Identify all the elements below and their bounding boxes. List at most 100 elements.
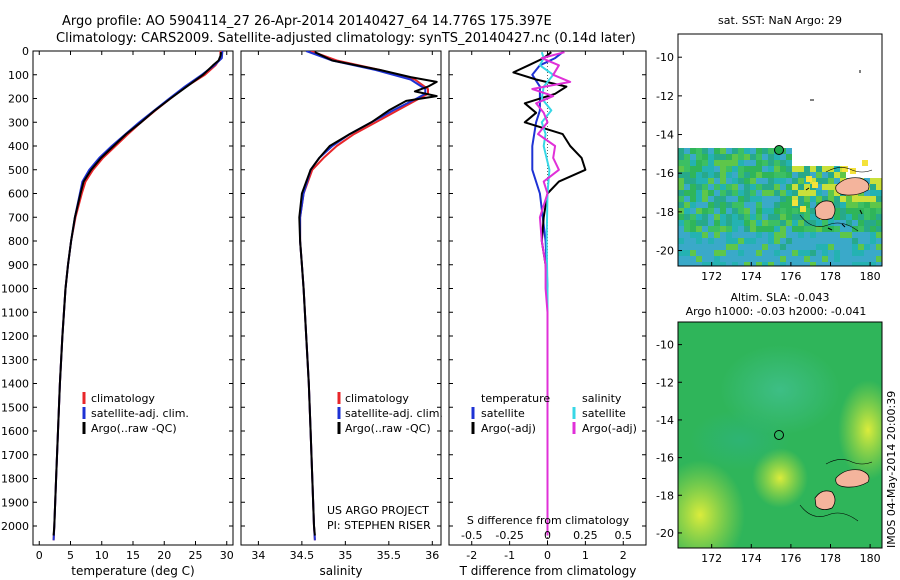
sst-cell [786, 172, 792, 178]
sst-cell [678, 184, 684, 190]
sst-cell [744, 166, 750, 172]
sst-cell [678, 160, 684, 166]
sst-cell-warm [800, 206, 806, 212]
sst-cell [738, 184, 744, 190]
sst-cell [726, 232, 732, 238]
sst-cell [870, 214, 876, 220]
sst-cell [720, 244, 726, 250]
depth-tick-label: 1100 [1, 306, 29, 319]
x-tick-label: -2 [466, 549, 477, 562]
sst-cell [798, 190, 804, 196]
sst-cell [726, 220, 732, 226]
sst-cell [708, 196, 714, 202]
sst-cell [804, 238, 810, 244]
sst-cell [780, 202, 786, 208]
sst-cell [876, 220, 882, 226]
sst-cell [678, 154, 684, 160]
sst-cell [714, 154, 720, 160]
sst-cell [792, 244, 798, 250]
sst-cell [732, 160, 738, 166]
sst-cell [810, 214, 816, 220]
sst-cell [702, 184, 708, 190]
sst-cell [762, 214, 768, 220]
sst-cell [714, 220, 720, 226]
sst-cell [822, 190, 828, 196]
sst-cell [678, 190, 684, 196]
sst-cell [864, 178, 870, 184]
project-annotation: US ARGO PROJECT [327, 504, 429, 517]
sst-cell [762, 154, 768, 160]
s-diff-tick-label: 0.25 [573, 529, 598, 542]
sst-cell [870, 262, 876, 266]
sst-cell [780, 214, 786, 220]
sst-cell [816, 250, 822, 256]
sst-cell [738, 148, 744, 154]
sst-cell [684, 220, 690, 226]
sst-cell [840, 220, 846, 226]
sst-cell [714, 262, 720, 266]
sst-cell [834, 250, 840, 256]
sst-cell [816, 232, 822, 238]
legend-label-t-satellite: satellite [481, 407, 525, 420]
salinity-legend: climatology satellite-adj. clim. Argo(..… [337, 392, 443, 435]
sst-cell [714, 160, 720, 166]
legend-heading-temperature: temperature [481, 392, 550, 405]
temperature-panel: 0100200300400500600700800900100011001200… [1, 45, 234, 578]
sst-cell [798, 232, 804, 238]
sst-cell [720, 226, 726, 232]
sst-cell [732, 256, 738, 262]
sst-cell [690, 166, 696, 172]
sst-cell [720, 190, 726, 196]
sst-cell [858, 250, 864, 256]
salinity-depth-ticks [241, 50, 441, 527]
sst-cell [858, 214, 864, 220]
sst-cell [822, 238, 828, 244]
sst-cell [852, 250, 858, 256]
sst-cell [768, 256, 774, 262]
sst-cell [792, 220, 798, 226]
sst-cell [780, 262, 786, 266]
sst-cell [804, 196, 810, 202]
sst-cell [720, 154, 726, 160]
sst-cell [738, 172, 744, 178]
sst-cell [810, 244, 816, 250]
sst-cell [780, 232, 786, 238]
lat-tick-label: -18 [656, 489, 674, 502]
lon-tick-label: 176 [780, 552, 801, 565]
sst-cell [738, 196, 744, 202]
sst-cell [756, 196, 762, 202]
sst-cell [690, 178, 696, 184]
sst-cell [708, 172, 714, 178]
sst-cell [870, 226, 876, 232]
sst-cell [858, 238, 864, 244]
sst-cell [684, 256, 690, 262]
sst-cell [804, 172, 810, 178]
sst-cell [780, 166, 786, 172]
sst-cell [714, 250, 720, 256]
sst-cell [864, 214, 870, 220]
x-tick-label: 1 [582, 549, 589, 562]
x-tick-label: 2 [620, 549, 627, 562]
temperature-legend: climatology satellite-adj. clim. Argo(..… [82, 392, 189, 435]
lon-tick-label: 180 [860, 270, 881, 283]
sst-cell [828, 178, 834, 184]
sst-cell [870, 256, 876, 262]
x-tick-label: 36 [425, 549, 439, 562]
sst-cell [702, 178, 708, 184]
sst-cell [864, 232, 870, 238]
sst-cell [696, 178, 702, 184]
sst-cell [726, 196, 732, 202]
sst-cell [750, 148, 756, 154]
sst-cell [756, 184, 762, 190]
sst-cell [792, 214, 798, 220]
sst-cell [762, 226, 768, 232]
sst-cell [678, 244, 684, 250]
sst-cell [684, 166, 690, 172]
sst-cell [732, 214, 738, 220]
sst-cell [750, 226, 756, 232]
sst-cell [846, 232, 852, 238]
s-diff-tick-label: 0 [544, 529, 551, 542]
sst-cell [732, 184, 738, 190]
sst-cell [750, 160, 756, 166]
